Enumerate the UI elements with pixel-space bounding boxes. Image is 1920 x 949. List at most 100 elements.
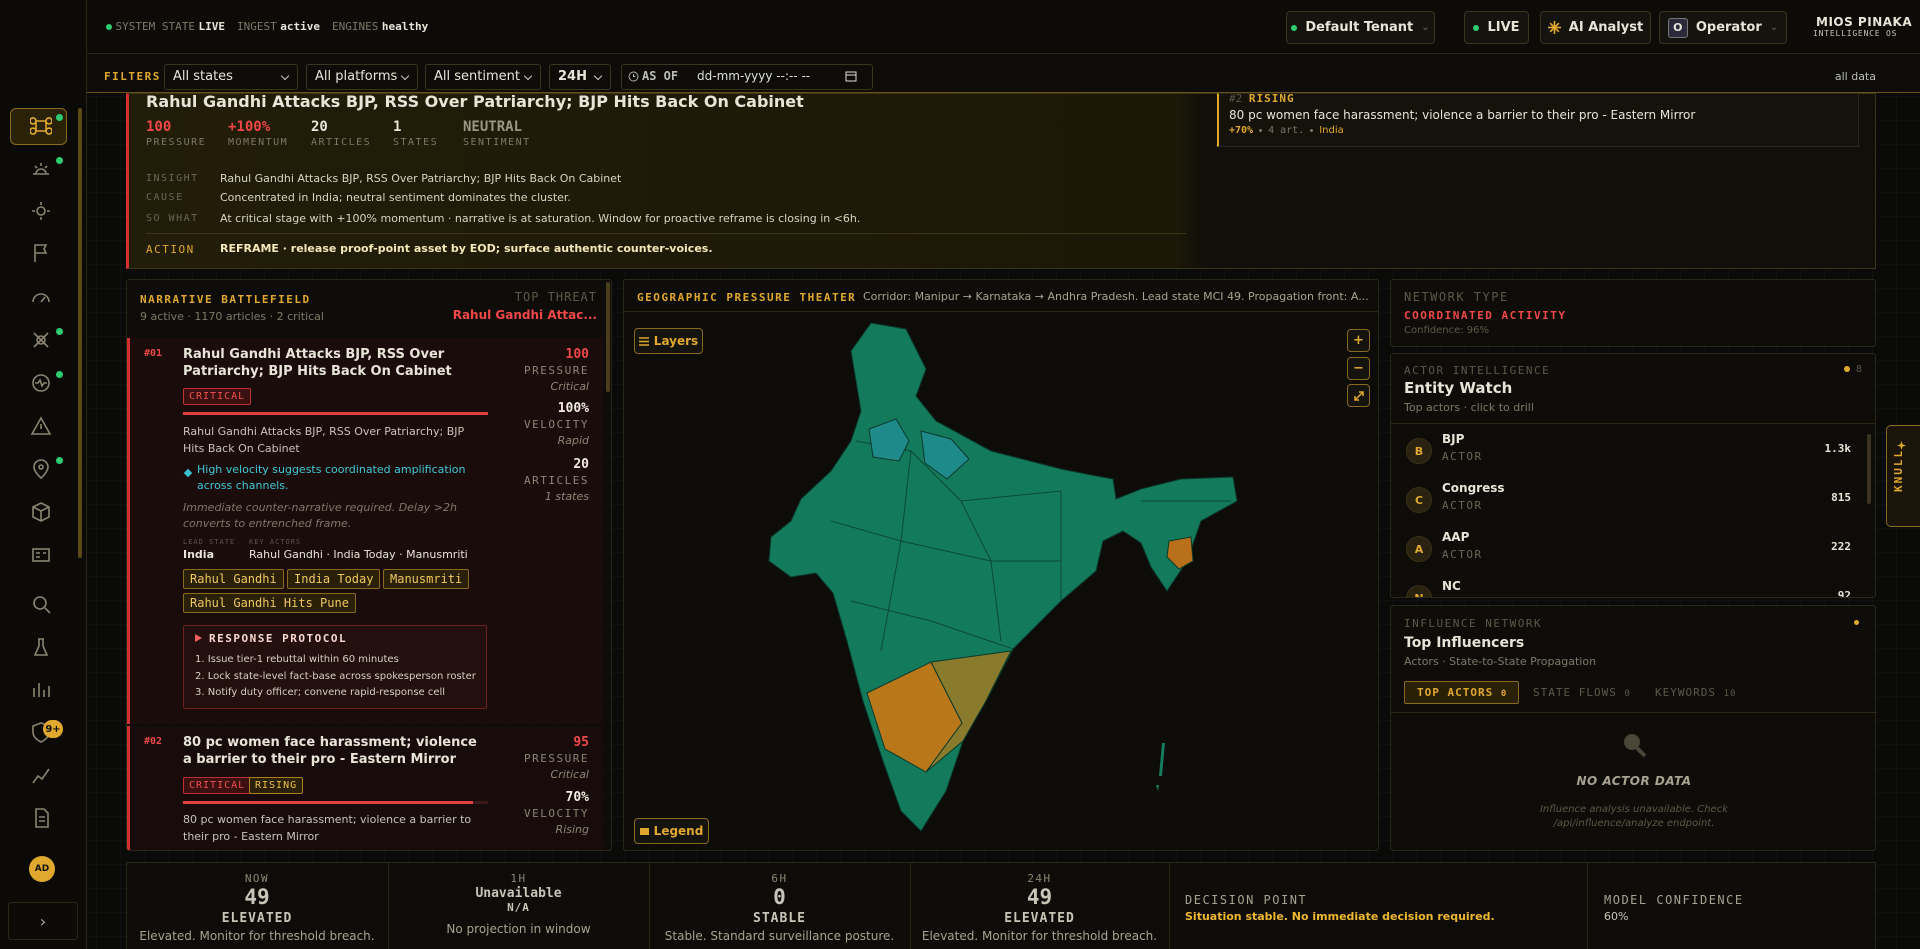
actor-initial[interactable]: B [1406, 438, 1432, 464]
row-text: At critical stage with +100% momentum · … [220, 212, 861, 225]
card-summary: Rahul Gandhi Attacks BJP, RSS Over Patri… [183, 425, 465, 455]
card-metric-note: Critical [550, 380, 589, 393]
confidence-label: MODEL CONFIDENCE [1604, 893, 1744, 907]
metric-value: +100% [228, 119, 271, 135]
fullscreen-icon [1353, 390, 1364, 401]
text-span [1843, 366, 1850, 372]
scope-label: all data [1834, 70, 1876, 83]
nav-icon[interactable] [30, 458, 52, 480]
shape [36, 335, 46, 345]
second-rank: #2 RISING [1229, 92, 1295, 105]
actor-initial[interactable]: N [1406, 585, 1432, 597]
network-label: NETWORK TYPE [1404, 290, 1509, 304]
card-metric-label: PRESSURE [524, 752, 589, 765]
tab[interactable]: TOP ACTORS 0 [1417, 686, 1507, 699]
nav-status-dot [56, 371, 63, 378]
layers-button[interactable]: Layers [634, 328, 703, 354]
text-span: AI Analyst [1568, 20, 1644, 35]
tab-divider [1391, 712, 1877, 713]
nav-glyph [32, 374, 50, 392]
shape [880, 450, 912, 652]
protocol-title: RESPONSE PROTOCOL [209, 632, 348, 645]
platform-filter[interactable]: All platforms [306, 64, 418, 90]
text-span [106, 24, 112, 30]
nav-icon[interactable] [30, 544, 52, 566]
legend-button[interactable]: Legend [634, 818, 709, 844]
window-filter[interactable]: 24H [549, 64, 611, 90]
nav-icon[interactable] [30, 158, 52, 180]
network-type: COORDINATED ACTIVITY [1404, 309, 1567, 322]
nav-icon[interactable] [30, 593, 52, 615]
knull-tab[interactable] [1886, 425, 1920, 527]
date-input[interactable]: dd-mm-yyyy --:-- -- [697, 69, 811, 83]
user-avatar[interactable]: AD [29, 856, 55, 882]
tenant-selector[interactable]: Default Tenant ⌄ [1286, 11, 1435, 44]
zoom-out[interactable]: − [1347, 357, 1370, 380]
tab[interactable]: KEYWORDS 10 [1655, 686, 1736, 699]
state-uttarakhand[interactable] [920, 430, 970, 480]
shape [32, 548, 50, 562]
nav-icon[interactable] [30, 200, 52, 222]
tab[interactable]: STATE FLOWS 0 [1533, 686, 1631, 699]
actor-count: 815 [1831, 491, 1851, 504]
state-andhra[interactable] [925, 650, 1012, 773]
nav-icon[interactable] [30, 287, 52, 309]
card-metric-note: Rapid [557, 434, 589, 447]
keyword-tag: India Today [287, 569, 381, 589]
second-title: 80 pc women face harassment; violence a … [1229, 108, 1696, 122]
nav-icon[interactable] [30, 501, 52, 523]
ai-analyst-button[interactable]: AI Analyst [1540, 11, 1651, 44]
system-status: SYSTEM STATE LIVE INGEST active ENGINES … [106, 20, 428, 33]
status-item: SYSTEM STATE LIVE [106, 20, 225, 33]
lead-state-label: LEAD STATE [183, 538, 236, 546]
nav-icon[interactable] [30, 415, 52, 437]
card-title: Rahul Gandhi Attacks BJP, RSS Over Patri… [183, 347, 452, 379]
text-span [1473, 24, 1480, 31]
live-button[interactable]: LIVE [1464, 11, 1529, 44]
protocol-step: 3. Notify duty officer; convene rapid-re… [195, 687, 446, 698]
india-outline[interactable] [768, 322, 1238, 832]
shape [33, 596, 47, 610]
nav-icon[interactable] [30, 636, 52, 658]
operator-menu[interactable]: O Operator ⌄ [1659, 11, 1787, 44]
forecast-horizon: 24H [1027, 872, 1052, 885]
text-span [1259, 128, 1263, 132]
card-metric-label: VELOCITY [524, 807, 589, 820]
expand-sidebar[interactable]: › [8, 902, 78, 940]
text-span: ⌄ [1421, 22, 1430, 33]
nav-icon[interactable] [30, 764, 52, 786]
nav-icon[interactable] [29, 115, 53, 137]
actor-initial[interactable]: A [1406, 536, 1432, 562]
keyword-tag: Rahul Gandhi Hits Pune [183, 593, 356, 613]
state-manipur[interactable] [1166, 536, 1194, 570]
shape [32, 374, 50, 392]
calendar-icon[interactable] [845, 70, 857, 82]
card-rank: #02 [144, 736, 163, 747]
fullscreen[interactable] [1347, 384, 1370, 407]
actor-initial[interactable]: C [1406, 487, 1432, 513]
forecast-state: ELEVATED [221, 911, 293, 926]
text-span: ENGINES [331, 20, 379, 33]
state-filter[interactable]: All states [164, 64, 298, 90]
metric-value: NEUTRAL [463, 119, 523, 135]
forecast-value: 0 [773, 885, 786, 909]
nav-glyph [32, 502, 50, 522]
sentiment-filter[interactable]: All sentiment [425, 64, 541, 90]
card-summary: 80 pc women face harassment; violence a … [183, 813, 472, 843]
actor-title: Entity Watch [1404, 379, 1513, 397]
india-map[interactable] [624, 280, 1379, 851]
card-metric-value: 100 [565, 347, 589, 362]
nav-icon[interactable] [30, 807, 52, 829]
zoom-in[interactable]: + [1347, 329, 1370, 352]
text-span [1310, 128, 1314, 132]
nav-icon[interactable] [30, 372, 52, 394]
shape [33, 163, 49, 175]
nav-icon[interactable] [30, 678, 52, 700]
battlefield-summary: 9 active · 1170 articles · 2 critical [140, 310, 324, 323]
nav-icon[interactable] [30, 329, 52, 351]
shape [36, 552, 46, 558]
text-span: 4 art. [1268, 125, 1305, 136]
state-punjab[interactable] [868, 418, 910, 462]
metric-label: SENTIMENT [463, 137, 531, 148]
nav-icon[interactable] [30, 242, 52, 264]
